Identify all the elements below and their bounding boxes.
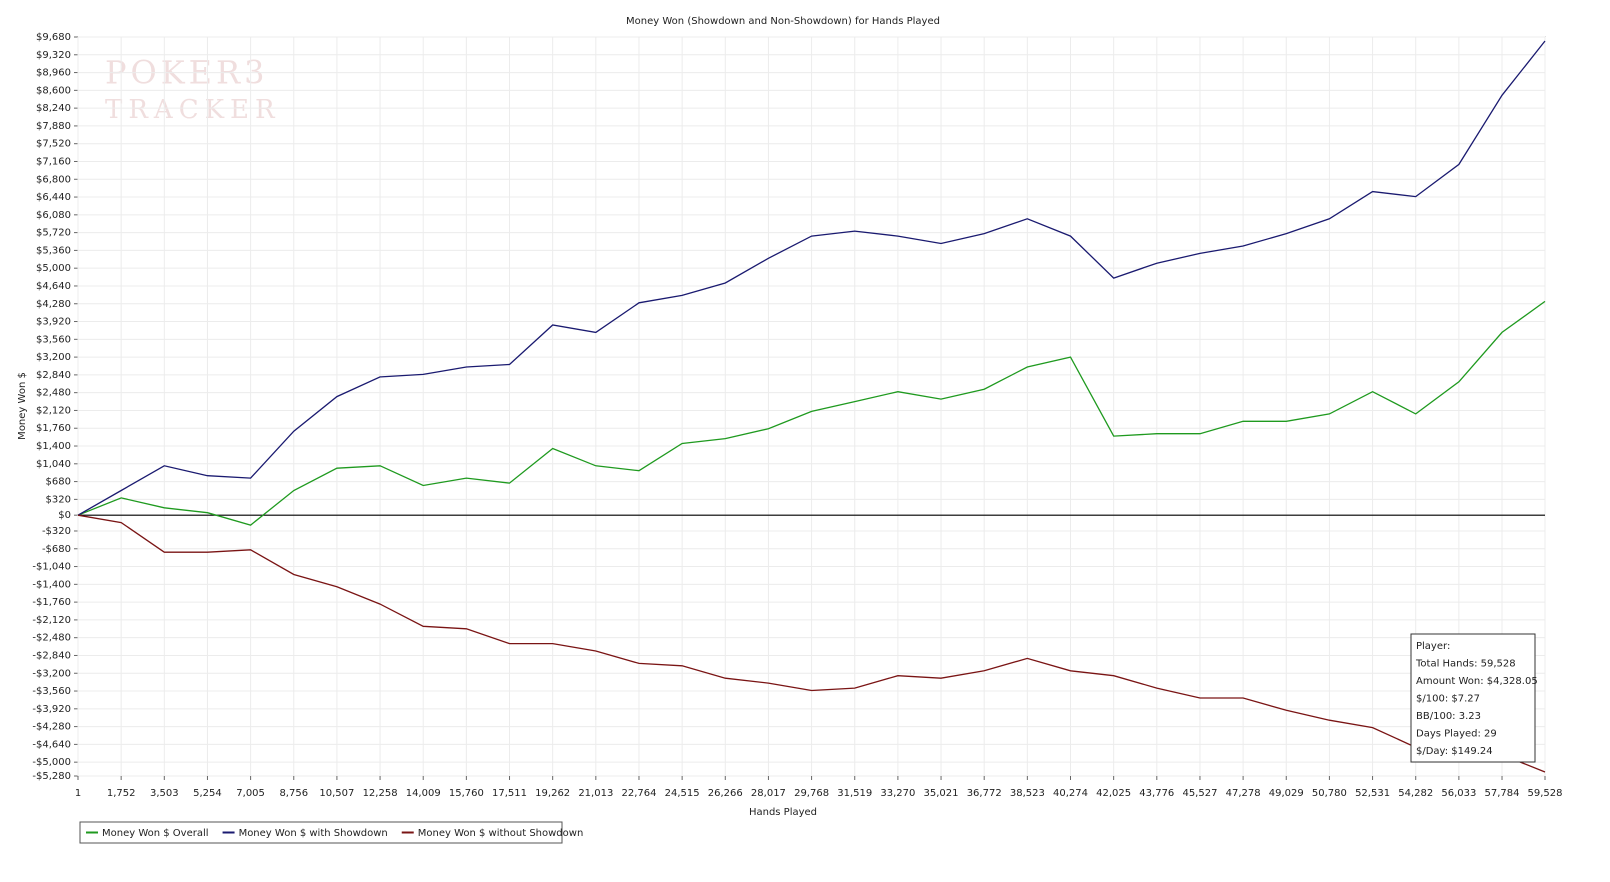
x-tick-label: 17,511 [492,788,527,799]
x-tick-label: 40,274 [1053,788,1088,799]
x-tick-label: 28,017 [751,788,786,799]
legend [79,821,563,844]
info-text: Days Played: 29 [1416,729,1497,740]
y-tick-label: -$3,560 [32,686,71,697]
legend-label: Money Won $ without Showdown [418,828,584,839]
x-tick-label: 57,784 [1485,788,1520,799]
series-line [77,300,1546,526]
x-tick-label: 8,756 [279,788,308,799]
x-tick-label: 10,507 [319,788,354,799]
x-tick-label: 42,025 [1096,788,1131,799]
x-tick-label: 1,752 [107,788,136,799]
x-tick-label: 56,033 [1441,788,1476,799]
x-tick-label: 52,531 [1355,788,1390,799]
y-tick-label: $8,240 [36,103,71,114]
x-tick-label: 15,760 [449,788,484,799]
x-tick-label: 31,519 [837,788,872,799]
y-tick-label: $5,360 [36,245,71,256]
legend-label: Money Won $ with Showdown [239,828,388,839]
y-tick-label: $4,280 [36,299,71,310]
y-tick-label: -$2,120 [32,615,71,626]
watermark: TRACKER [105,95,281,125]
y-tick-label: $8,960 [36,68,71,79]
info-text: Player: [1416,641,1450,652]
y-tick-label: -$2,840 [32,650,71,661]
y-tick-label: $4,640 [36,281,71,292]
info-text: $/100: $7.27 [1416,694,1480,705]
x-tick-label: 7,005 [236,788,265,799]
y-tick-label: $6,440 [36,192,71,203]
y-tick-label: $7,880 [36,121,71,132]
y-tick-label: $680 [46,477,71,488]
y-tick-label: $1,760 [36,423,71,434]
y-tick-label: -$320 [42,526,71,537]
x-tick-label: 54,282 [1398,788,1433,799]
y-tick-label: $2,840 [36,370,71,381]
x-tick-label: 12,258 [363,788,398,799]
info-box [1410,633,1536,763]
y-tick-label: -$1,040 [32,562,71,573]
y-tick-label: $7,520 [36,139,71,150]
y-tick-label: $6,080 [36,210,71,221]
y-tick-label: $0 [58,510,71,521]
y-tick-label: $2,120 [36,405,71,416]
x-tick-label: 50,780 [1312,788,1347,799]
y-tick-label: $9,320 [36,50,71,61]
y-tick-label: $9,680 [36,32,71,43]
y-tick-label: -$5,000 [32,757,71,768]
x-tick-label: 22,764 [621,788,656,799]
y-tick-label: $2,480 [36,388,71,399]
y-tick-label: -$680 [42,544,71,555]
y-tick-label: $5,720 [36,228,71,239]
x-tick-label: 26,266 [708,788,743,799]
x-tick-label: 36,772 [967,788,1002,799]
y-tick-label: -$4,280 [32,722,71,733]
x-tick-label: 29,768 [794,788,829,799]
x-tick-label: 3,503 [150,788,179,799]
y-tick-label: -$1,760 [32,597,71,608]
y-tick-label: -$2,480 [32,633,71,644]
series-line [77,514,1546,773]
series-line [77,40,1546,516]
x-tick-label: 59,528 [1528,788,1563,799]
y-tick-label: $7,160 [36,156,71,167]
x-tick-label: 21,013 [578,788,613,799]
y-tick-label: $1,040 [36,459,71,470]
x-tick-label: 43,776 [1139,788,1174,799]
y-tick-label: -$3,920 [32,704,71,715]
x-tick-label: 19,262 [535,788,570,799]
y-tick-label: -$4,640 [32,739,71,750]
x-tick-label: 49,029 [1269,788,1304,799]
y-tick-label: -$3,200 [32,668,71,679]
y-tick-label: -$5,280 [32,771,71,782]
x-tick-label: 1 [75,788,81,799]
x-tick-label: 38,523 [1010,788,1045,799]
info-text: Total Hands: 59,528 [1415,659,1516,670]
y-tick-label: $1,400 [36,441,71,452]
info-text: $/Day: $149.24 [1416,746,1493,757]
y-tick-label: $6,800 [36,174,71,185]
x-tick-label: 5,254 [193,788,222,799]
y-tick-label: $3,920 [36,317,71,328]
y-tick-label: $320 [46,494,71,505]
x-tick-label: 24,515 [665,788,700,799]
legend-label: Money Won $ Overall [102,828,209,839]
y-tick-label: $5,000 [36,263,71,274]
x-tick-label: 33,270 [880,788,915,799]
x-tick-label: 35,021 [924,788,959,799]
x-tick-label: 45,527 [1182,788,1217,799]
y-tick-label: -$1,400 [32,579,71,590]
x-tick-label: 47,278 [1226,788,1261,799]
x-tick-label: 14,009 [406,788,441,799]
y-tick-label: $8,600 [36,85,71,96]
info-text: Amount Won: $4,328.05 [1416,676,1538,687]
x-axis-title: Hands Played [749,807,817,818]
y-tick-label: $3,560 [36,334,71,345]
y-tick-label: $3,200 [36,352,71,363]
chart-title: Money Won (Showdown and Non-Showdown) fo… [626,16,940,27]
y-axis-title: Money Won $ [17,372,28,440]
info-text: BB/100: 3.23 [1416,711,1481,722]
